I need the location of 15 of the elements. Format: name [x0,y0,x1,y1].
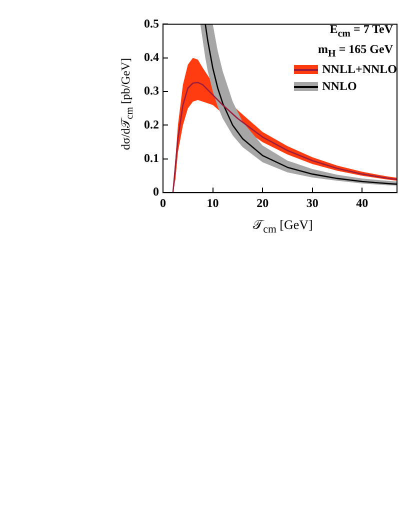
annotation: m$_{H}$ = 165 GeV [318,42,393,60]
legend-label: NNLL+NNLO [321,62,397,77]
x-tick-label: 30 [306,196,318,210]
legend-label: NNLO [321,79,358,94]
y-tick-label: 0 [153,184,159,199]
x-tick-label: 20 [256,196,269,210]
y-tick-label: 0.4 [144,50,159,64]
y-tick-label: 0.1 [144,151,159,166]
x-tick-label: 10 [206,196,219,210]
x-tick-label: 40 [356,196,368,210]
y-tick-label: 0.3 [144,84,159,98]
y-tick-label: 0.2 [144,117,159,132]
annotation: E$_{cm}$ = 7 TeV [328,22,393,40]
y-tick-label: 0.5 [144,16,159,30]
x-axis-title: 𝒯$_{cm}$ [GeV] [253,217,313,236]
